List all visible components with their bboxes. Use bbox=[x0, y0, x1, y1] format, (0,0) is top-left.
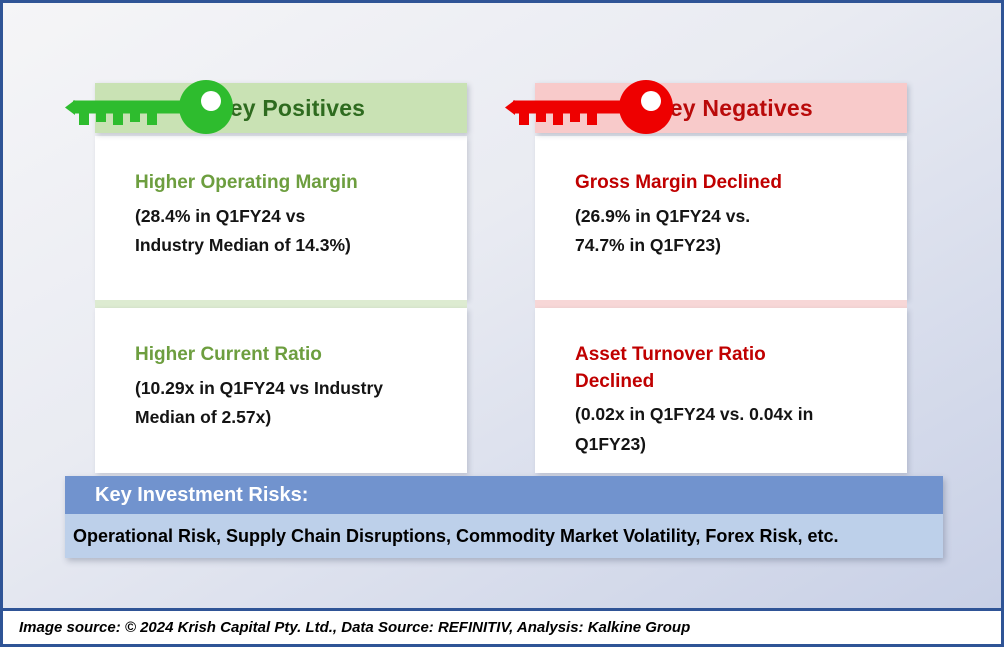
key-icon bbox=[65, 80, 233, 134]
positive-item-detail: (10.29x in Q1FY24 vs Industry Median of … bbox=[135, 377, 384, 428]
main-content-area: Key Positives Higher Operating Margin (2… bbox=[3, 3, 1001, 608]
source-attribution: Image source: © 2024 Krish Capital Pty. … bbox=[3, 608, 1001, 644]
key-positives-header: Key Positives bbox=[65, 80, 467, 134]
positive-item-card: Higher Current Ratio (10.29x in Q1FY24 v… bbox=[95, 308, 467, 473]
negative-item-detail: (26.9% in Q1FY24 vs. 74.7% in Q1FY23) bbox=[575, 205, 751, 256]
positive-item-title: Higher Operating Margin bbox=[135, 172, 358, 193]
key-negatives-title: Key Negatives bbox=[653, 94, 813, 121]
risks-list: Operational Risk, Supply Chain Disruptio… bbox=[65, 514, 943, 558]
key-positives-title: Key Positives bbox=[213, 94, 366, 121]
section-divider bbox=[535, 300, 907, 308]
section-divider bbox=[95, 300, 467, 308]
negative-item-card: Asset Turnover Ratio Declined (0.02x in … bbox=[535, 308, 907, 473]
key-icon bbox=[505, 80, 673, 134]
positive-item-detail: (28.4% in Q1FY24 vs Industry Median of 1… bbox=[135, 205, 351, 256]
key-positives-column: Key Positives Higher Operating Margin (2… bbox=[65, 80, 467, 473]
positive-item-card: Higher Operating Margin (28.4% in Q1FY24… bbox=[95, 136, 467, 300]
negative-item-card: Gross Margin Declined (26.9% in Q1FY24 v… bbox=[535, 136, 907, 300]
negative-item-title: Gross Margin Declined bbox=[575, 172, 782, 193]
positive-item-title: Higher Current Ratio bbox=[135, 344, 322, 365]
key-negatives-header: Key Negatives bbox=[505, 80, 907, 134]
key-investment-risks-section: Key Investment Risks: Operational Risk, … bbox=[65, 476, 943, 558]
risks-header: Key Investment Risks: bbox=[65, 476, 943, 514]
key-negatives-column: Key Negatives Gross Margin Declined (26.… bbox=[505, 80, 907, 473]
negative-item-title: Asset Turnover Ratio Declined bbox=[575, 344, 766, 392]
negative-item-detail: (0.02x in Q1FY24 vs. 0.04x in Q1FY23) bbox=[575, 404, 814, 454]
